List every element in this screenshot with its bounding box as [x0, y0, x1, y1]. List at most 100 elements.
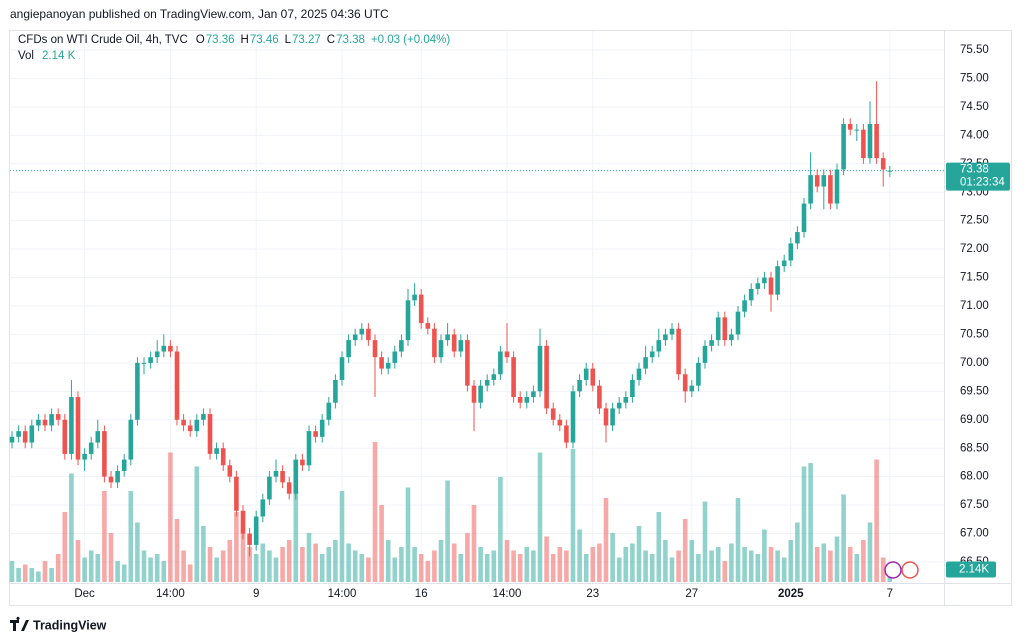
candle-body — [405, 300, 411, 341]
volume-bar — [768, 547, 774, 582]
volume-bar — [775, 550, 780, 582]
candle-body — [333, 379, 338, 403]
candle-body — [465, 340, 470, 386]
volume-bar — [42, 561, 48, 582]
candle-body — [689, 385, 695, 392]
price-tag-value: 73.38 — [960, 164, 989, 176]
volume-tag-value: 2.14K — [959, 564, 989, 576]
legend-value: 73.36 — [206, 34, 235, 46]
candle-body — [412, 294, 417, 301]
volume-bar — [887, 574, 893, 582]
candle-body — [768, 277, 774, 295]
volume-bar — [181, 550, 186, 582]
y-tick-label: 69.50 — [960, 385, 989, 397]
volume-bar — [379, 505, 384, 582]
volume-bar — [313, 543, 318, 582]
candle-body — [735, 311, 741, 335]
volume-bar — [168, 452, 173, 582]
event-icons[interactable] — [884, 561, 919, 579]
candle-body — [220, 448, 226, 466]
chart-frame — [9, 30, 1012, 606]
candle-body — [610, 408, 615, 426]
volume-tag — [946, 561, 996, 578]
candle-body — [775, 266, 780, 295]
candle-body — [69, 397, 74, 454]
candle-body — [42, 419, 48, 426]
volume-bar — [524, 547, 530, 582]
candle-body — [583, 368, 589, 380]
volume-bar — [755, 554, 761, 582]
volume-bar — [372, 442, 378, 582]
candle-body — [630, 379, 635, 398]
volume-bar — [867, 522, 873, 582]
x-tick-label: 2025 — [778, 588, 804, 600]
volume-bar — [95, 554, 101, 582]
candle-body — [148, 357, 153, 363]
volume-bar — [630, 543, 635, 582]
candle-body — [788, 243, 794, 261]
x-tick-label: 27 — [685, 588, 698, 600]
candle-body — [821, 175, 827, 187]
volume-bar — [577, 529, 582, 582]
candle-body — [168, 345, 173, 352]
volume-bar — [458, 554, 464, 582]
y-tick-label: 72.00 — [960, 243, 989, 255]
volume-bar — [821, 543, 827, 582]
volume-bar — [696, 554, 701, 582]
volume-bar — [306, 533, 312, 582]
candle-body — [260, 499, 266, 517]
volume-bar — [795, 522, 800, 582]
candle-body — [709, 340, 714, 346]
volume-bar — [445, 480, 450, 582]
y-tick-label: 67.50 — [960, 499, 989, 511]
y-tick-label: 71.50 — [960, 272, 989, 284]
volume-bar — [465, 533, 470, 582]
candle-body — [669, 328, 675, 335]
legend: CFDs on WTI Crude Oil, 4h, TVC O 73.36 H 73.… — [18, 34, 450, 62]
volume-bar — [550, 554, 556, 582]
volume-bar — [702, 501, 708, 582]
volume-bar — [616, 557, 622, 582]
candle-body — [234, 476, 239, 511]
volume-bar — [498, 477, 503, 582]
volume-bar — [478, 547, 483, 582]
candle-body — [359, 328, 365, 335]
candle-body — [577, 379, 582, 392]
event-icon[interactable] — [884, 561, 902, 579]
volume-bar — [504, 540, 510, 582]
candle-body — [636, 368, 642, 380]
event-icon[interactable] — [901, 561, 919, 579]
candle-body — [491, 374, 497, 380]
y-tick-label: 70.50 — [960, 328, 989, 340]
price-tag-countdown: 01:23:34 — [960, 177, 1005, 189]
candle-body — [201, 414, 206, 420]
volume-bar — [676, 550, 681, 582]
candle-body — [82, 453, 87, 460]
volume-bar — [834, 536, 840, 582]
y-tick-label: 68.50 — [960, 442, 989, 454]
candle-body — [128, 419, 134, 460]
grid — [10, 31, 944, 583]
volume-bar — [517, 554, 523, 582]
candle-body — [484, 379, 490, 386]
volume-bar — [610, 533, 615, 582]
volume-bar — [762, 529, 767, 582]
candle-body — [432, 328, 437, 358]
candle-body — [286, 482, 292, 494]
candle-layer — [9, 81, 893, 557]
candle-body — [399, 340, 404, 352]
volume-bar — [267, 550, 272, 582]
volume-bar — [663, 540, 668, 582]
volume-bar — [300, 547, 305, 582]
candle-body — [458, 340, 464, 352]
y-tick-label: 70.00 — [960, 357, 989, 369]
volume-bar — [656, 512, 662, 582]
volume-bar — [293, 491, 299, 582]
volume-bar — [537, 452, 543, 582]
candle-body — [682, 374, 688, 392]
volume-bar — [128, 491, 134, 582]
volume-bar — [748, 550, 754, 582]
candle-body — [478, 385, 483, 403]
